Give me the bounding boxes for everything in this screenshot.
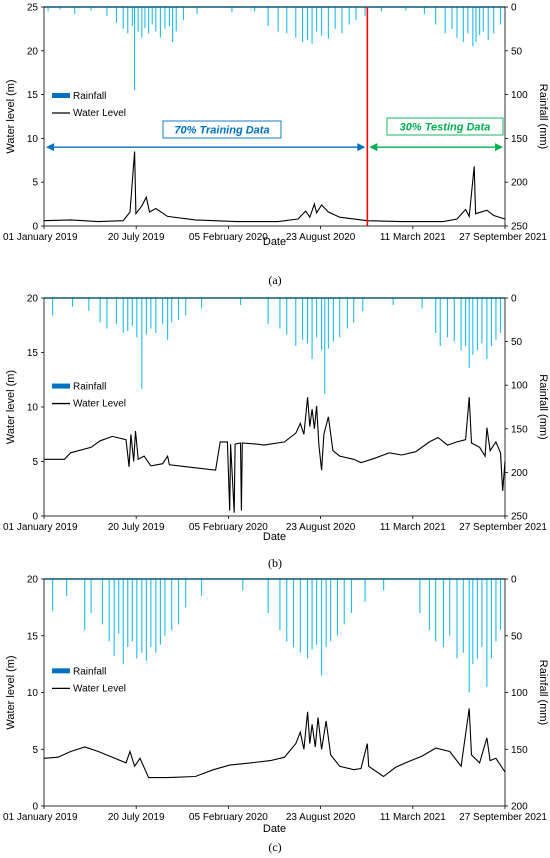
y2-tick-label: 250 [511, 222, 528, 233]
x-tick-label: 05 February 2020 [189, 232, 268, 243]
testing-arrowhead-left [369, 143, 378, 152]
x-tick-label: 27 September 2021 [459, 232, 547, 243]
water-level-line [43, 151, 506, 223]
x-tick-label: 11 March 2021 [380, 232, 446, 243]
y-axis-label: Water level (m) [5, 79, 17, 153]
y2-tick-label: 250 [511, 512, 528, 523]
y-tick-label: 10 [27, 688, 39, 699]
rainfall-series [44, 6, 505, 91]
y2-tick-label: 200 [511, 802, 528, 813]
y2-tick-label: 0 [511, 575, 517, 586]
y2-tick-label: 100 [511, 688, 528, 699]
y2-tick-label: 200 [511, 468, 528, 479]
panel-caption: (c) [268, 840, 281, 854]
x-tick-label: 01 January 2019 [3, 232, 78, 243]
legend-rainfall-label: Rainfall [73, 91, 106, 102]
water-level-line [43, 708, 506, 779]
y-tick-label: 15 [27, 348, 39, 359]
x-tick-label: 20 July 2019 [108, 232, 165, 243]
y-tick-label: 20 [27, 575, 39, 586]
y2-tick-label: 100 [511, 90, 528, 101]
x-tick-label: 11 March 2021 [380, 812, 446, 823]
training-arrowhead-left [46, 143, 54, 152]
y-tick-label: 0 [32, 802, 38, 813]
y-tick-label: 0 [32, 222, 38, 233]
panel-caption: (b) [268, 556, 282, 570]
y-axis-label: Water level (m) [5, 370, 17, 444]
panel-caption: (a) [268, 273, 281, 287]
y-tick-label: 20 [27, 294, 39, 305]
y2-tick-label: 100 [511, 381, 528, 392]
x-tick-label: 01 January 2019 [3, 812, 78, 823]
y-tick-label: 5 [32, 178, 38, 189]
rainfall-series [44, 297, 505, 394]
x-tick-label: 01 January 2019 [3, 522, 78, 533]
x-tick-label: 11 March 2021 [380, 522, 446, 533]
plot-frame [43, 6, 506, 227]
y-tick-label: 5 [32, 745, 38, 756]
legend-rainfall-swatch [52, 668, 70, 674]
y-tick-label: 20 [27, 46, 39, 57]
y-axis-label: Water level (m) [5, 655, 17, 729]
x-tick-label: 05 February 2020 [189, 812, 268, 823]
x-axis-label: Date [263, 531, 286, 543]
x-axis-label: Date [263, 236, 286, 248]
x-tick-label: 27 September 2021 [459, 812, 547, 823]
y-tick-label: 10 [27, 403, 39, 414]
training-label-box [162, 120, 282, 139]
training-arrowhead-right [357, 143, 366, 152]
y-tick-label: 5 [32, 457, 38, 468]
y-tick-label: 0 [32, 512, 38, 523]
y2-axis-label: Rainfall (mm) [537, 374, 549, 439]
legend-water-level-label: Water Level [73, 108, 126, 119]
testing-label-box [386, 117, 504, 136]
y-tick-label: 15 [27, 631, 39, 642]
legend-rainfall-swatch [52, 92, 70, 98]
x-tick-label: 23 August 2020 [286, 522, 356, 533]
x-tick-label: 20 July 2019 [108, 522, 165, 533]
y2-tick-label: 50 [511, 631, 523, 642]
legend-water-level-label: Water Level [73, 683, 126, 694]
y-tick-label: 15 [27, 90, 39, 101]
y2-tick-label: 150 [511, 134, 528, 145]
legend-rainfall-swatch [52, 383, 70, 389]
x-tick-label: 27 September 2021 [459, 522, 547, 533]
training-label: 70% Training Data [174, 125, 269, 137]
y2-tick-label: 50 [511, 46, 523, 57]
x-tick-label: 20 July 2019 [108, 812, 165, 823]
y2-tick-label: 50 [511, 337, 523, 348]
x-tick-label: 23 August 2020 [286, 232, 356, 243]
x-axis-label: Date [263, 823, 286, 835]
y-tick-label: 25 [27, 3, 39, 14]
y2-tick-label: 0 [511, 3, 517, 14]
y2-axis-label: Rainfall (mm) [537, 660, 549, 725]
x-tick-label: 05 February 2020 [189, 522, 268, 533]
water-level-line [44, 397, 506, 513]
x-tick-label: 23 August 2020 [286, 812, 356, 823]
legend-rainfall-label: Rainfall [73, 666, 106, 677]
y2-axis-label: Rainfall (mm) [537, 84, 549, 149]
legend-water-level-label: Water Level [73, 399, 126, 410]
rainfall-series [44, 578, 505, 693]
testing-label: 30% Testing Data [400, 122, 491, 134]
testing-arrowhead-right [495, 143, 503, 152]
y2-tick-label: 0 [511, 294, 517, 305]
y2-tick-label: 150 [511, 745, 528, 756]
y-tick-label: 10 [27, 134, 39, 145]
legend-rainfall-label: Rainfall [73, 382, 106, 393]
y2-tick-label: 150 [511, 424, 528, 435]
y2-tick-label: 200 [511, 178, 528, 189]
